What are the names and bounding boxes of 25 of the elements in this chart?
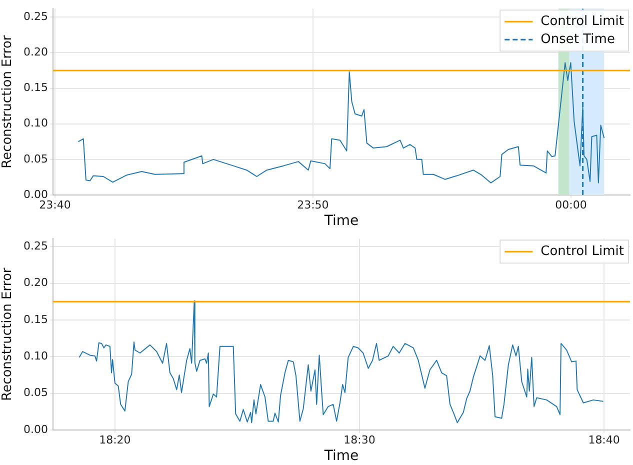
y-tick-label: 0.25 (24, 10, 48, 23)
x-tick-label: 18:30 (344, 433, 376, 446)
y-axis-title: Reconstruction Error (0, 267, 16, 401)
x-axis-title: Time (323, 213, 359, 230)
legend-label: Control Limit (540, 244, 624, 259)
y-tick-label: 0.10 (24, 350, 48, 363)
x-axis-title: Time (323, 448, 359, 464)
ref-line-label: Onset Time (540, 32, 615, 47)
x-tick-label: 23:50 (297, 198, 329, 212)
y-tick-label: 0.00 (24, 422, 48, 436)
y-tick-label: 0.05 (24, 152, 48, 166)
y-tick-label: 0.05 (24, 386, 48, 400)
y-tick-label: 0.00 (24, 188, 48, 201)
y-tick-label: 0.15 (24, 312, 48, 326)
x-tick-label: 23:40 (39, 198, 71, 212)
x-tick-label: 00:00 (555, 198, 587, 212)
y-tick-label: 0.25 (24, 240, 48, 253)
y-tick-label: 0.20 (24, 46, 48, 59)
y-tick-label: 0.10 (24, 116, 48, 130)
x-tick-label: 18:20 (99, 433, 131, 446)
y-tick-label: 0.20 (24, 276, 48, 290)
y-tick-label: 0.15 (24, 81, 48, 94)
legend-label: Control Limit (540, 14, 624, 29)
y-axis-title: Reconstruction Error (0, 34, 16, 168)
x-tick-label: 18:40 (588, 433, 620, 446)
